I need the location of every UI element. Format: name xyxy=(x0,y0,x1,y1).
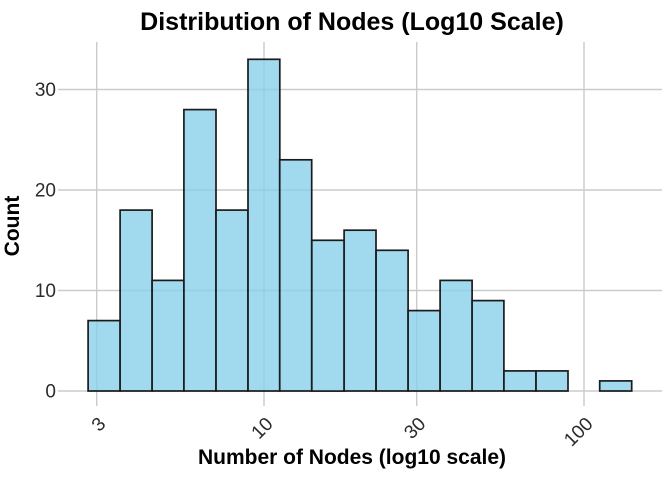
histogram-bar xyxy=(310,239,346,392)
histogram-bar xyxy=(119,209,153,392)
y-tick-label: 10 xyxy=(35,281,56,302)
x-axis-title: Number of Nodes (log10 scale) xyxy=(198,446,506,469)
histogram-bar xyxy=(375,249,409,392)
histogram-bar xyxy=(215,209,249,392)
y-tick-label: 30 xyxy=(35,80,56,101)
y-tick-label: 20 xyxy=(35,181,56,202)
y-tick-label: 0 xyxy=(45,382,56,403)
y-axis-title: Count xyxy=(1,196,24,257)
x-tick-label: 100 xyxy=(560,414,597,451)
histogram-bar xyxy=(343,229,377,392)
histogram-bar xyxy=(183,108,217,392)
x-tick-label: 30 xyxy=(400,414,430,444)
histogram-bar xyxy=(439,279,473,392)
histogram-bar xyxy=(407,309,441,392)
histogram-bar xyxy=(278,158,313,392)
histogram-bar xyxy=(535,370,569,392)
histogram-bar xyxy=(151,279,185,392)
chart-title: Distribution of Nodes (Log10 Scale) xyxy=(140,8,564,36)
histogram-bar xyxy=(471,299,505,392)
histogram-bar xyxy=(598,380,633,392)
histogram-bar xyxy=(247,58,281,392)
histogram-bars xyxy=(87,58,633,392)
x-tick-label: 10 xyxy=(248,414,278,444)
histogram-bar xyxy=(87,319,121,392)
x-tick-label: 3 xyxy=(88,414,110,436)
histogram-bar xyxy=(503,370,537,392)
